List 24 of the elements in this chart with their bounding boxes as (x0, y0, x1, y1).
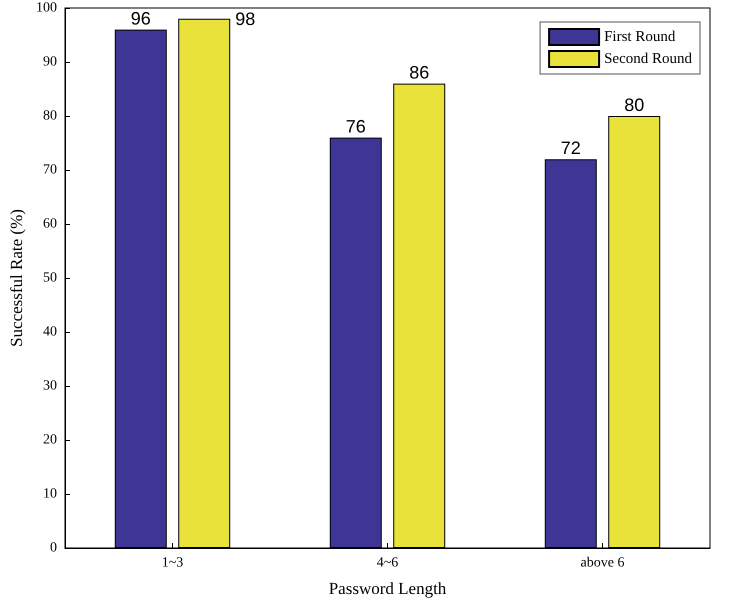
x-tick-label: above 6 (580, 556, 624, 570)
y-tick-label: 90 (43, 54, 57, 70)
x-axis-title: Password Length (328, 579, 447, 598)
data-label: 76 (346, 116, 366, 137)
y-axis-title: Successful Rate (%) (7, 209, 26, 347)
y-tick-label: 40 (43, 324, 57, 340)
y-tick-label: 70 (43, 162, 57, 178)
data-label: 96 (130, 8, 151, 29)
y-tick-label: 50 (43, 270, 57, 286)
y-tick-label: 30 (43, 378, 57, 394)
legend-label: Second Round (604, 51, 692, 67)
x-tick-label: 1~3 (162, 556, 184, 570)
data-label: 72 (560, 138, 581, 158)
legend-label: First Round (604, 29, 676, 45)
y-tick-label: 10 (43, 486, 57, 502)
data-label: 80 (624, 95, 644, 115)
y-tick-label: 60 (43, 216, 57, 232)
x-tick-label: 4~6 (376, 556, 398, 570)
data-label: 98 (235, 8, 256, 29)
y-tick-label: 20 (43, 432, 57, 448)
data-label: 86 (409, 62, 430, 83)
y-tick-label: 100 (36, 0, 57, 16)
y-tick-label: 0 (50, 540, 57, 556)
y-tick-label: 80 (43, 108, 57, 124)
